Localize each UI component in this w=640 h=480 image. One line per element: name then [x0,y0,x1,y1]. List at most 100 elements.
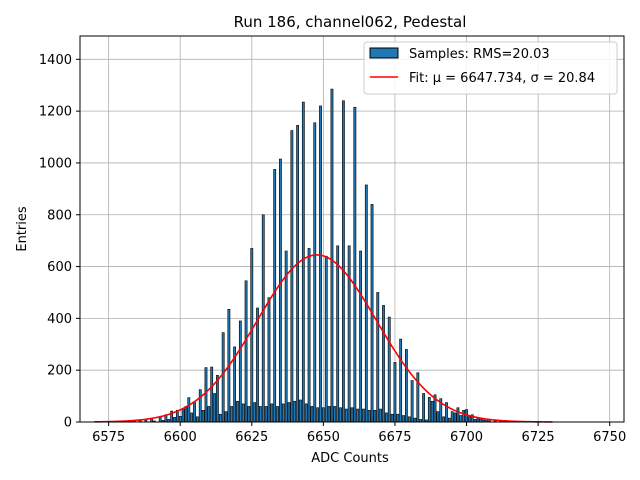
histogram-bar [342,100,345,423]
histogram-bar [362,408,365,423]
histogram-bar [253,402,257,423]
histogram-bar [307,248,311,423]
histogram-bar [279,158,282,423]
histogram-bar [387,316,391,423]
histogram-bar [207,406,211,423]
histogram-bar [382,305,385,423]
histogram-bar [373,410,377,423]
legend: Samples: RMS=20.03 Fit: μ = 6647.734, σ … [363,41,618,95]
histogram-bar [430,400,434,423]
histogram-bar [190,412,194,423]
histogram-bar [218,413,222,423]
histogram-bar [299,399,302,423]
x-tick-label: 6600 [164,430,197,445]
histogram-bar [264,406,268,423]
histogram-bar [241,403,245,423]
histogram-bar [187,397,191,423]
y-tick-label: 600 [47,260,72,275]
histogram-bar [256,307,259,423]
histogram-bar [468,416,471,423]
histogram-bar [399,338,403,423]
histogram-bar [384,412,388,423]
x-tick-label: 6575 [92,430,125,445]
histogram-bar [196,416,199,423]
histogram-bar [287,402,291,423]
histogram-bar [359,250,362,423]
histogram-bar [344,408,348,423]
legend-label-samples: Samples: RMS=20.03 [409,47,550,62]
histogram-bar [333,406,337,423]
histogram-bar [319,105,322,423]
histogram-bar [427,397,431,423]
histogram-bar [221,332,225,423]
x-axis-ticks: 6575 6600 6625 6650 6675 6700 6725 6750 [92,422,626,445]
histogram-bar [250,248,254,423]
histogram-bar [453,412,457,423]
histogram-bar [224,411,228,423]
y-tick-label: 400 [47,312,72,327]
histogram-bar [450,411,454,423]
y-tick-label: 800 [47,208,72,223]
histogram-bar [367,410,371,423]
histogram-bar [273,169,277,423]
fit-line [94,254,553,423]
plot-area [80,36,624,422]
histogram-bar [290,130,294,423]
y-tick-label: 1200 [39,105,72,120]
histogram-bar [321,407,325,423]
chart-title: Run 186, channel062, Pedestal [234,13,467,31]
histogram-bar [204,367,208,423]
y-tick-label: 0 [64,416,72,431]
x-tick-label: 6700 [450,430,483,445]
histogram-bar [456,407,460,423]
y-tick-label: 1000 [39,156,72,171]
histogram-bar [330,88,334,423]
histogram-bar [247,406,251,423]
histogram-bar [310,406,314,423]
histogram-bar [316,407,320,423]
histogram-bar [173,417,176,423]
histogram-bar [350,407,354,423]
y-tick-label: 200 [47,364,72,379]
histogram-bar [356,408,360,423]
histogram-bar [261,214,265,423]
histogram-bar [258,406,262,423]
histogram-bar [410,380,414,423]
histogram-bar [236,400,239,423]
histogram-bar [210,366,214,423]
x-tick-label: 6625 [235,430,268,445]
histogram-bar [476,417,480,423]
legend-swatch-samples [369,47,399,59]
histogram-bar [313,122,317,423]
histogram-bar [442,416,446,423]
histogram-bar [396,413,400,423]
histogram-bar [379,408,383,423]
x-tick-label: 6650 [307,430,340,445]
histogram-bar [281,403,285,423]
x-axis-label: ADC Counts [311,451,389,466]
histogram-bar [422,393,425,423]
histogram-bar [390,413,394,423]
histogram-bar [178,416,182,423]
histogram-bar [201,410,205,423]
histogram-bar [184,406,188,423]
histogram-bar [336,245,340,423]
y-axis-ticks: 0 200 400 600 800 1000 1200 1400 [39,53,80,431]
histogram-bar [213,393,216,423]
histogram-bar [447,417,451,423]
histogram-bar [301,101,305,423]
histogram-bar [276,406,279,423]
histogram-bar [436,411,440,423]
histogram-bar [405,349,408,423]
histogram-bar [296,125,299,423]
plot-frame [79,35,625,423]
legend-label-fit: Fit: μ = 6647.734, σ = 20.84 [409,71,595,86]
histogram-bar [339,407,342,423]
histogram-bar [462,410,466,423]
x-tick-label: 6750 [593,430,626,445]
histogram-bar [293,400,297,423]
histogram-bar [376,292,380,423]
histogram-bar [244,280,248,423]
histogram-bars [127,88,508,423]
